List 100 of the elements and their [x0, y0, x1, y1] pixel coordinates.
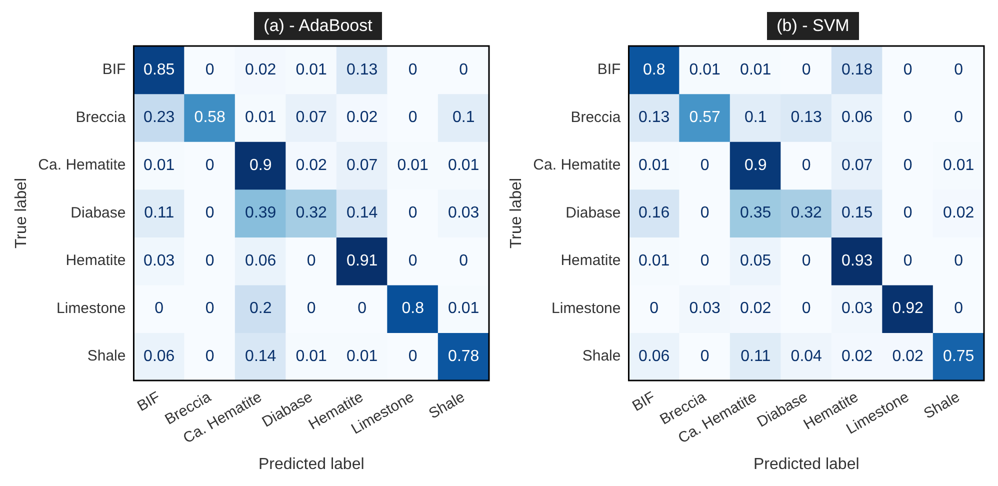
data-label: 0.01 — [689, 61, 721, 78]
data-label: 0.1 — [744, 109, 767, 126]
data-label: 0.06 — [245, 252, 276, 270]
data-label: 0 — [650, 300, 659, 318]
data-label: 0.78 — [448, 348, 480, 365]
data-label: 0.57 — [689, 109, 721, 126]
data-label: 0 — [903, 204, 912, 222]
data-label: 0.01 — [943, 156, 974, 174]
data-label: 0.8 — [402, 300, 424, 318]
data-label: 0.05 — [740, 252, 772, 270]
x-axis-title: Predicted label — [753, 456, 860, 473]
chart-title: (a) - AdaBoost — [254, 12, 382, 40]
data-label: 0.01 — [397, 156, 429, 174]
data-label: 0.02 — [892, 348, 924, 365]
data-label: 0 — [205, 61, 214, 78]
data-label: 0 — [903, 252, 912, 270]
data-label: 0.07 — [296, 109, 328, 126]
y-tick-label: Breccia — [76, 108, 126, 126]
data-label: 0.1 — [452, 109, 475, 126]
data-label: 0 — [459, 61, 468, 78]
data-label: 0 — [802, 300, 811, 318]
x-axis-title: Predicted label — [258, 456, 364, 473]
data-label: 0 — [903, 61, 912, 78]
data-label: 0 — [903, 109, 912, 126]
data-label: 0.9 — [744, 156, 767, 174]
data-label: 0 — [408, 204, 418, 222]
data-label: 0.01 — [448, 300, 480, 318]
data-label: 0 — [154, 300, 164, 318]
data-label: 0 — [700, 252, 710, 270]
data-label: 0.14 — [245, 348, 276, 365]
y-tick-label: Diabase — [70, 204, 126, 222]
x-tick-label: BIF — [134, 388, 164, 415]
data-label: 0.03 — [448, 204, 480, 222]
data-label: 0.02 — [245, 61, 276, 78]
data-label: 0 — [408, 61, 418, 78]
y-tick-label: Ca. Hematite — [533, 156, 621, 174]
data-label: 0 — [358, 300, 367, 318]
y-axis-title: True label — [508, 178, 526, 249]
y-tick-label: Ca. Hematite — [38, 156, 126, 174]
data-label: 0 — [802, 252, 811, 270]
data-label: 0.58 — [194, 109, 226, 126]
y-tick-label: Shale — [87, 348, 126, 365]
y-tick-label: Limestone — [552, 300, 621, 317]
data-label: 0.02 — [296, 156, 328, 174]
data-label: 0.02 — [346, 109, 378, 126]
data-label: 0.9 — [249, 156, 272, 174]
data-label: 0.93 — [842, 252, 873, 270]
data-label: 0.01 — [296, 348, 328, 365]
y-tick-label: Breccia — [570, 108, 622, 126]
data-label: 0.02 — [842, 348, 873, 365]
data-label: 0 — [205, 204, 214, 222]
data-label: 0.07 — [346, 156, 378, 174]
data-label: 0 — [459, 252, 468, 270]
data-label: 0.91 — [346, 252, 378, 270]
data-label: 0 — [954, 61, 964, 78]
data-label: 0 — [306, 252, 316, 270]
data-label: 0.07 — [842, 156, 873, 174]
data-label: 0.01 — [346, 348, 378, 365]
data-label: 0 — [954, 300, 964, 318]
y-tick-label: BIF — [597, 61, 621, 78]
y-axis-title: True label — [13, 178, 30, 249]
y-tick-label: BIF — [102, 61, 126, 78]
data-label: 0 — [903, 156, 912, 174]
data-label: 0.32 — [790, 204, 822, 222]
data-label: 0.15 — [842, 204, 873, 222]
chart-title: (b) - SVM — [766, 12, 860, 40]
data-label: 0 — [205, 156, 214, 174]
data-label: 0.01 — [296, 61, 328, 78]
data-label: 0.13 — [638, 109, 670, 126]
data-label: 0.11 — [740, 348, 771, 365]
data-label: 0.16 — [638, 204, 670, 222]
x-tick-label: BIF — [629, 388, 658, 415]
data-label: 0.35 — [740, 204, 772, 222]
data-label: 0.01 — [638, 252, 670, 270]
data-label: 0.18 — [842, 61, 873, 78]
data-label: 0.11 — [144, 204, 174, 222]
data-label: 0.13 — [346, 61, 378, 78]
x-tick-label: Shale — [920, 388, 963, 422]
data-label: 0 — [408, 109, 418, 126]
data-label: 0.32 — [296, 204, 328, 222]
data-label: 0.06 — [638, 348, 670, 365]
data-label: 0.75 — [943, 348, 974, 365]
data-label: 0.39 — [245, 204, 276, 222]
data-label: 0 — [408, 252, 418, 270]
data-label: 0.03 — [842, 300, 873, 318]
data-label: 0.92 — [892, 300, 924, 318]
data-label: 0.85 — [144, 61, 175, 78]
data-label: 0.01 — [740, 61, 772, 78]
data-label: 0.06 — [144, 348, 175, 365]
data-label: 0 — [205, 348, 214, 365]
data-label: 0 — [802, 61, 811, 78]
data-label: 0 — [700, 348, 710, 365]
y-tick-label: Limestone — [56, 300, 126, 317]
data-label: 0 — [306, 300, 316, 318]
y-tick-label: Diabase — [566, 204, 621, 222]
data-label: 0 — [700, 156, 710, 174]
data-label: 0.8 — [642, 61, 666, 78]
data-label: 0.2 — [249, 300, 272, 318]
data-label: 0.02 — [740, 300, 772, 318]
data-label: 0.01 — [144, 156, 175, 174]
